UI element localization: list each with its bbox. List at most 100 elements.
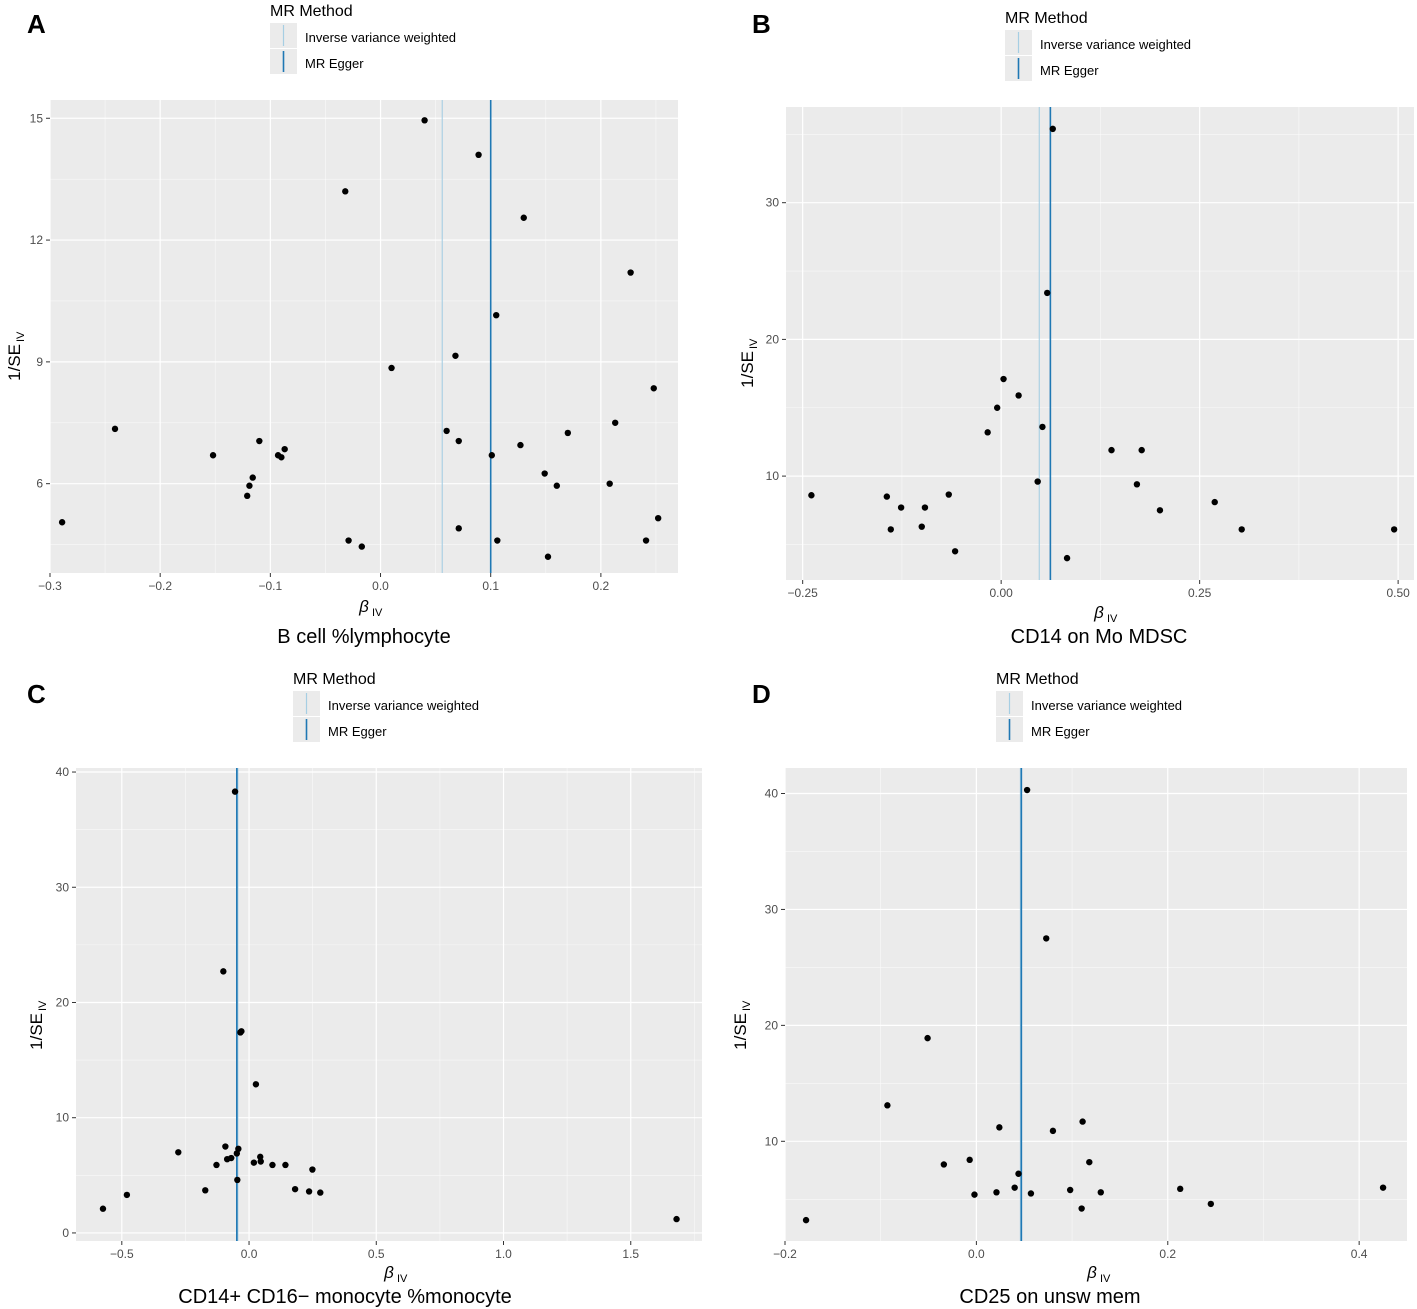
data-point bbox=[1108, 446, 1115, 454]
x-axis-title-sub: IV bbox=[397, 1273, 408, 1285]
y-axis-title-group: 1/SE IV bbox=[731, 1000, 753, 1050]
y-tick-label: 0 bbox=[62, 1226, 69, 1240]
panel-d: D MR Method Inverse variance weighted MR Eg… bbox=[731, 671, 1407, 1308]
data-point bbox=[883, 493, 891, 500]
y-tick-label: 30 bbox=[56, 880, 70, 894]
y-tick-label: 9 bbox=[36, 355, 43, 369]
data-point bbox=[244, 492, 251, 500]
x-axis-title: β bbox=[358, 597, 369, 616]
panel-letter: A bbox=[27, 9, 46, 39]
plot-panel bbox=[786, 107, 1414, 580]
data-point bbox=[317, 1189, 324, 1196]
data-point bbox=[924, 1034, 931, 1042]
data-point bbox=[1023, 786, 1031, 794]
data-point bbox=[966, 1156, 973, 1164]
x-tick-label: 0.0 bbox=[968, 1247, 985, 1261]
data-point bbox=[493, 311, 500, 319]
data-point bbox=[175, 1149, 182, 1156]
panel-c: C MR Method Inverse variance weighted MR Eg… bbox=[27, 671, 702, 1308]
x-tick-label: −0.2 bbox=[148, 579, 172, 593]
data-point bbox=[1015, 1170, 1022, 1177]
x-tick-label: 1.0 bbox=[495, 1247, 512, 1261]
data-point bbox=[1049, 1127, 1057, 1135]
legend: MR Method Inverse variance weighted MR Egg… bbox=[270, 3, 456, 74]
x-axis-title-sub: IV bbox=[1100, 1273, 1111, 1285]
y-axis-title-sub: IV bbox=[748, 338, 760, 349]
data-point bbox=[541, 470, 548, 477]
data-point bbox=[252, 1081, 260, 1088]
plot-panel bbox=[785, 768, 1407, 1241]
data-point bbox=[494, 537, 501, 544]
plot-panel bbox=[76, 768, 702, 1241]
data-point bbox=[250, 1159, 258, 1166]
data-point bbox=[996, 1124, 1003, 1131]
data-point bbox=[282, 1161, 289, 1169]
x-tick-label: 0.2 bbox=[593, 579, 610, 593]
data-point bbox=[627, 269, 634, 276]
panel-letter: B bbox=[752, 9, 771, 39]
data-point bbox=[564, 429, 572, 437]
data-point bbox=[257, 1153, 264, 1161]
data-point bbox=[945, 491, 952, 498]
data-point bbox=[249, 474, 256, 481]
y-tick-label: 10 bbox=[765, 1134, 779, 1148]
data-point bbox=[238, 1028, 245, 1035]
y-axis-title: 1/SE bbox=[738, 351, 757, 388]
data-point bbox=[1379, 1184, 1387, 1191]
legend: MR Method Inverse variance weighted MR Egg… bbox=[996, 671, 1182, 742]
x-tick-label: 0.1 bbox=[482, 579, 499, 593]
data-point bbox=[202, 1187, 209, 1194]
x-tick-label: 0.0 bbox=[241, 1247, 258, 1261]
y-tick-label: 10 bbox=[56, 1111, 70, 1125]
data-point bbox=[345, 537, 352, 544]
data-point bbox=[281, 445, 288, 453]
chart-title: CD14 on Mo MDSC bbox=[1011, 626, 1188, 648]
data-point bbox=[887, 526, 894, 533]
panel-b: B MR Method Inverse variance weighted MR Eg… bbox=[738, 9, 1414, 648]
plot-panel bbox=[50, 100, 678, 573]
chart-title: B cell %lymphocyte bbox=[277, 626, 450, 648]
y-tick-label: 12 bbox=[30, 233, 44, 247]
data-point bbox=[517, 441, 524, 449]
data-point bbox=[971, 1191, 978, 1198]
data-point bbox=[123, 1191, 131, 1199]
legend-title: MR Method bbox=[270, 3, 353, 20]
y-axis-title-sub: IV bbox=[15, 331, 27, 342]
x-axis-title-sub: IV bbox=[372, 607, 383, 619]
data-point bbox=[1177, 1185, 1184, 1193]
data-point bbox=[58, 519, 66, 526]
data-point bbox=[1011, 1184, 1018, 1191]
data-point bbox=[256, 437, 263, 445]
data-point bbox=[1390, 526, 1398, 533]
data-point bbox=[488, 452, 496, 459]
y-tick-label: 20 bbox=[766, 332, 780, 346]
data-point bbox=[443, 427, 450, 435]
data-point bbox=[1066, 1186, 1074, 1194]
y-tick-label: 20 bbox=[56, 995, 70, 1009]
x-tick-label: −0.1 bbox=[258, 579, 282, 593]
x-tick-label: −0.2 bbox=[773, 1247, 797, 1261]
y-axis-title: 1/SE bbox=[731, 1013, 750, 1050]
y-tick-label: 20 bbox=[765, 1018, 779, 1032]
x-tick-label: −0.3 bbox=[38, 579, 62, 593]
data-point bbox=[951, 548, 959, 555]
data-point bbox=[808, 492, 815, 499]
legend-label-egger: MR Egger bbox=[1031, 724, 1090, 739]
data-point bbox=[918, 523, 925, 530]
data-point bbox=[993, 404, 1001, 411]
data-point bbox=[1034, 478, 1041, 485]
data-point bbox=[1078, 1205, 1085, 1212]
data-point bbox=[1207, 1200, 1215, 1208]
y-tick-label: 40 bbox=[765, 787, 779, 801]
data-point bbox=[388, 364, 395, 372]
legend-title: MR Method bbox=[996, 671, 1079, 688]
data-point bbox=[1086, 1158, 1093, 1166]
data-point bbox=[421, 117, 428, 124]
y-axis-title-sub: IV bbox=[741, 1000, 753, 1011]
data-point bbox=[612, 419, 619, 426]
legend-title: MR Method bbox=[1005, 10, 1088, 27]
y-axis-title: 1/SE bbox=[5, 344, 24, 381]
x-tick-label: 0.00 bbox=[989, 586, 1013, 600]
data-point bbox=[291, 1185, 299, 1193]
